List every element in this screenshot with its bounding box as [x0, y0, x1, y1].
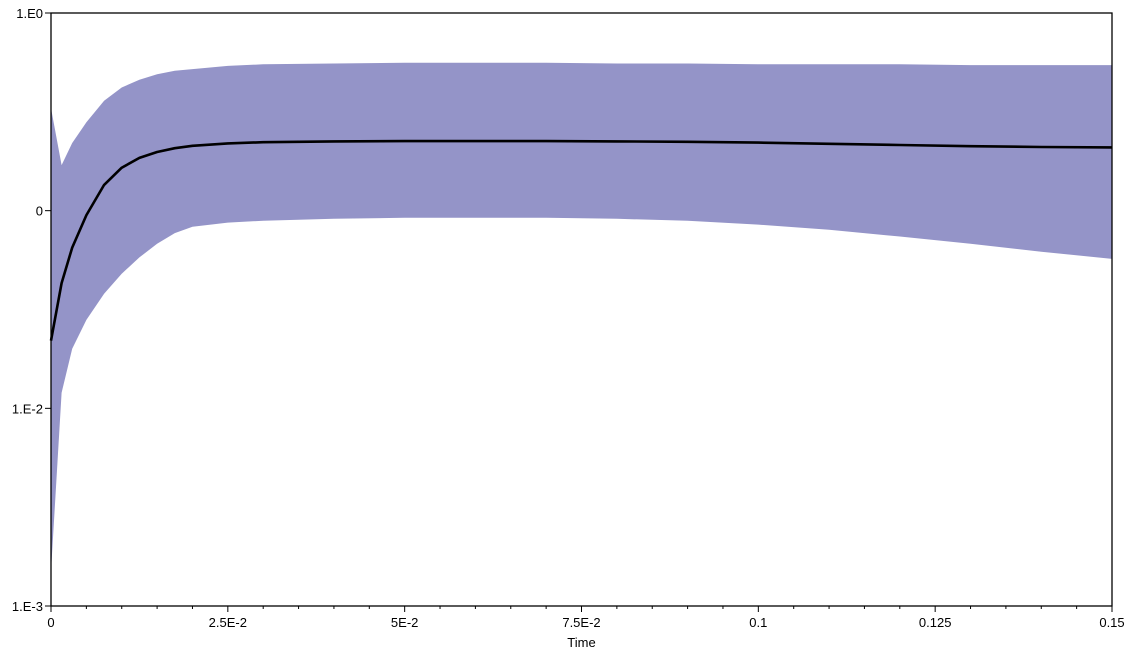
median-line-layer — [49, 139, 1113, 341]
confidence-band — [51, 62, 1112, 572]
x-tick-label: 5E-2 — [391, 615, 418, 630]
x-axis-ticks: 0 2.5E-2 5E-2 7.5E-2 0.1 0.125 0.15 — [47, 606, 1125, 630]
x-tick-label: 0 — [47, 615, 54, 630]
confidence-band-layer — [51, 62, 1112, 572]
x-tick-label: 0.1 — [749, 615, 767, 630]
y-tick-label: 1.E-2 — [12, 401, 43, 416]
x-tick-label: 2.5E-2 — [209, 615, 247, 630]
y-tick-label: 1.E-3 — [12, 599, 43, 614]
x-axis-label: Time — [567, 635, 595, 650]
x-tick-label: 0.15 — [1099, 615, 1124, 630]
y-tick-label: 0 — [36, 204, 43, 219]
y-tick-label: 1.E0 — [16, 6, 43, 21]
median-line — [49, 139, 1113, 341]
x-tick-label: 0.125 — [919, 615, 952, 630]
y-axis-ticks: 1.E-3 1.E-2 0 1.E0 — [12, 6, 51, 614]
x-tick-label: 7.5E-2 — [562, 615, 600, 630]
